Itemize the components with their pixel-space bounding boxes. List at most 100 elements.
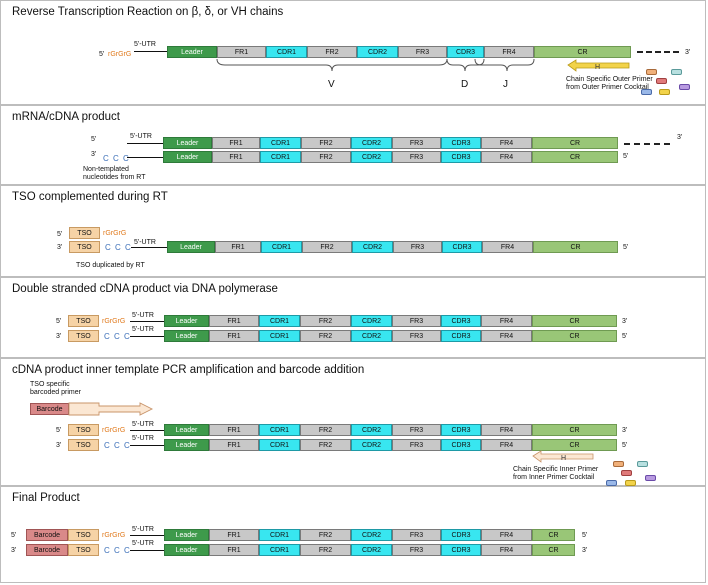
segment-fr1: FR1 xyxy=(209,439,259,451)
five-prime-label: 5' xyxy=(56,318,62,325)
utr-label: 5'-UTR xyxy=(134,41,156,48)
utr-label: 5'-UTR xyxy=(132,526,154,533)
primer-cocktail-icon xyxy=(679,84,690,90)
primer-cocktail-icon xyxy=(671,69,682,75)
primer-cocktail-icon xyxy=(637,461,648,467)
inner-primer-line1: Chain Specific Inner Primer xyxy=(513,466,599,473)
outer-primer-label: Chain Specific Outer Primer from Outer P… xyxy=(566,76,653,92)
panel-title: Double stranded cDNA product via DNA pol… xyxy=(12,283,278,295)
segment-fr4: FR4 xyxy=(481,151,532,163)
segment-fr3: FR3 xyxy=(392,315,441,327)
segment-cdr2: CDR2 xyxy=(351,439,392,451)
three-prime-label: 3' xyxy=(685,49,691,56)
five-prime-label: 5' xyxy=(622,442,628,449)
segment-fr2: FR2 xyxy=(300,544,351,556)
primer-cocktail-icon xyxy=(656,78,667,84)
segment-fr2: FR2 xyxy=(307,46,357,58)
primer-cocktail-icon xyxy=(606,480,617,486)
segment-fr1: FR1 xyxy=(209,424,259,436)
segment-cr: CR xyxy=(532,137,618,149)
brace-v xyxy=(216,58,448,72)
primer-cocktail-icon xyxy=(645,475,656,481)
segment-cr: CR xyxy=(532,544,575,556)
primer-cocktail-icon xyxy=(621,470,632,476)
rgrgrg-label: rGrGrG xyxy=(102,318,126,325)
utr-label: 5'-UTR xyxy=(130,133,152,140)
segment-cdr1: CDR1 xyxy=(266,46,307,58)
segment-cr: CR xyxy=(534,46,631,58)
primer-cocktail-icon xyxy=(613,461,624,467)
segment-fr3: FR3 xyxy=(392,137,441,149)
segment-cdr1: CDR1 xyxy=(259,424,300,436)
three-prime-label: 3' xyxy=(622,318,628,325)
segment-leader: Leader xyxy=(164,544,209,556)
segment-barcode: Barcode xyxy=(26,529,68,541)
rgrgrg-label: rGrGrG xyxy=(108,51,132,58)
segment-tso: TSO xyxy=(68,544,99,556)
segment-cdr2: CDR2 xyxy=(351,137,392,149)
segment-cdr3: CDR3 xyxy=(447,46,484,58)
utr-label: 5'-UTR xyxy=(132,421,154,428)
five-prime-label: 5' xyxy=(56,427,62,434)
panel-title: Reverse Transcription Reaction on β, δ, … xyxy=(12,6,284,18)
segment-fr3: FR3 xyxy=(392,544,441,556)
segment-fr4: FR4 xyxy=(484,46,534,58)
three-prime-label: 3' xyxy=(56,442,62,449)
segment-fr1: FR1 xyxy=(217,46,266,58)
segment-cdr1: CDR1 xyxy=(260,137,301,149)
segment-cdr2: CDR2 xyxy=(357,46,398,58)
segment-fr1: FR1 xyxy=(209,315,259,327)
segment-cdr2: CDR2 xyxy=(351,424,392,436)
outer-primer-label-line1: Chain Specific Outer Primer xyxy=(566,76,653,83)
segment-cdr3: CDR3 xyxy=(441,137,481,149)
barcoded-primer-label: TSO specific barcoded primer xyxy=(30,381,81,397)
segment-fr4: FR4 xyxy=(481,315,532,327)
segment-fr2: FR2 xyxy=(300,330,351,342)
segment-cdr2: CDR2 xyxy=(351,544,392,556)
segment-leader: Leader xyxy=(164,315,209,327)
segment-cdr2: CDR2 xyxy=(351,330,392,342)
outer-primer-label-line2: from Outer Primer Cocktail xyxy=(566,84,649,91)
segment-tso: TSO xyxy=(68,439,99,451)
inner-primer-line2: from Inner Primer Cocktail xyxy=(513,474,595,481)
segment-cr: CR xyxy=(533,241,618,253)
segment-leader: Leader xyxy=(164,424,209,436)
three-prime-label: 3' xyxy=(91,151,97,158)
non-templated-note: Non-templated nucleotides from RT xyxy=(83,166,146,182)
segment-fr3: FR3 xyxy=(398,46,447,58)
segment-cdr3: CDR3 xyxy=(441,424,481,436)
panel-final-product: Final Product 5' Barcode TSO rGrGrG 5'-U… xyxy=(0,486,706,583)
panel-title: cDNA product inner template PCR amplific… xyxy=(12,364,365,376)
segment-cdr1: CDR1 xyxy=(261,241,302,253)
rgrgrg-label: rGrGrG xyxy=(102,427,126,434)
utr-label: 5'-UTR xyxy=(132,326,154,333)
five-prime-label: 5' xyxy=(622,333,628,340)
segment-cdr3: CDR3 xyxy=(442,241,482,253)
ccc-label: C C C xyxy=(103,154,130,163)
segment-tso: TSO xyxy=(68,529,99,541)
segment-fr2: FR2 xyxy=(301,137,351,149)
panel-title: Final Product xyxy=(12,492,80,504)
utr-label: 5'-UTR xyxy=(134,239,156,246)
segment-fr3: FR3 xyxy=(392,424,441,436)
ccc-label: C C C xyxy=(104,546,131,555)
panel-title: mRNA/cDNA product xyxy=(12,111,121,123)
segment-cdr3: CDR3 xyxy=(441,315,481,327)
segment-cdr2: CDR2 xyxy=(351,151,392,163)
rgrgrg-label: rGrGrG xyxy=(102,532,126,539)
segment-leader: Leader xyxy=(164,330,209,342)
three-prime-label: 3' xyxy=(56,333,62,340)
segment-cdr1: CDR1 xyxy=(259,439,300,451)
primer-cocktail-icon xyxy=(659,89,670,95)
segment-tso: TSO xyxy=(68,330,99,342)
dashed-tail xyxy=(637,51,679,53)
utr-label: 5'-UTR xyxy=(132,435,154,442)
five-prime-label: 5' xyxy=(57,231,63,238)
region-braces xyxy=(216,58,535,72)
segment-fr3: FR3 xyxy=(392,529,441,541)
segment-fr3: FR3 xyxy=(393,241,442,253)
brace-d-label: D xyxy=(461,79,469,90)
barcoded-primer-line1: TSO specific xyxy=(30,381,70,388)
segment-fr2: FR2 xyxy=(300,439,351,451)
barcoded-primer-line2: barcoded primer xyxy=(30,389,81,396)
